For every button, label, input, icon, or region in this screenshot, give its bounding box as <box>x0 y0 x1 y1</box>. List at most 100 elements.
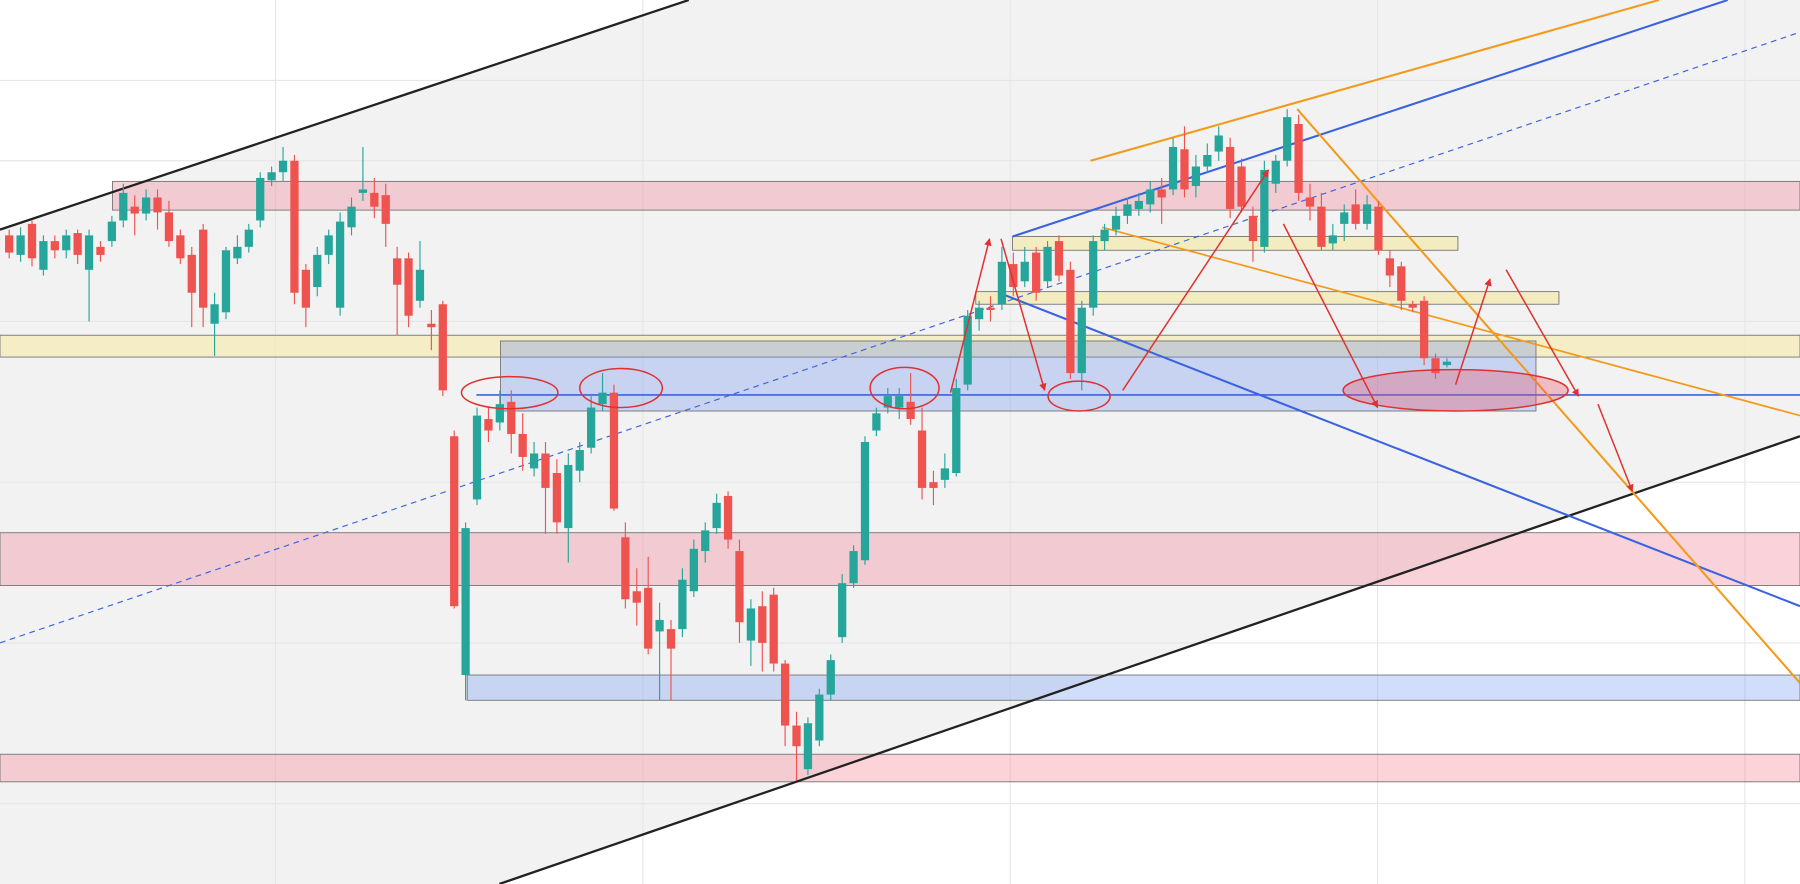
candle-body <box>997 261 1007 305</box>
candle-body <box>632 591 641 603</box>
candle-body <box>974 307 984 320</box>
candle-body <box>62 235 71 251</box>
candle-body <box>746 608 756 641</box>
candle-body <box>838 583 847 638</box>
candle-body <box>609 392 619 509</box>
candle-body <box>1123 204 1132 216</box>
candle-body <box>952 388 961 473</box>
candle-body <box>906 401 915 420</box>
candle-body <box>1374 206 1383 251</box>
candle-body <box>313 254 322 288</box>
candle-body <box>678 579 687 630</box>
candle-body <box>221 250 231 313</box>
candle-body <box>1157 189 1166 198</box>
candle-body <box>1305 197 1315 207</box>
candle-body <box>1294 124 1303 193</box>
candle-body <box>1066 269 1075 374</box>
candle-body <box>472 415 482 500</box>
candle-body <box>210 304 219 324</box>
candle-body <box>176 235 185 259</box>
candle-body <box>301 269 310 308</box>
candle-body <box>1214 135 1223 152</box>
candle-body <box>73 233 82 255</box>
candle-body <box>723 495 733 540</box>
candle-body <box>1271 160 1280 184</box>
candle-body <box>1442 361 1452 366</box>
candle-body <box>1054 241 1064 276</box>
candle-body <box>586 407 596 448</box>
candle-body <box>1260 169 1269 247</box>
candle-body <box>1134 200 1143 209</box>
candle-body <box>1408 304 1417 308</box>
candle-body <box>1168 146 1178 190</box>
candle-body <box>1419 300 1429 359</box>
candle-body <box>712 502 721 529</box>
candle-body <box>1362 204 1372 224</box>
candle-body <box>803 723 813 770</box>
candle-body <box>461 528 470 676</box>
candle-body <box>141 197 151 214</box>
candle-body <box>1077 307 1086 374</box>
candle-body <box>1340 212 1349 224</box>
candle-body <box>792 725 801 747</box>
candle-body <box>895 396 904 408</box>
candle-body <box>883 396 892 408</box>
candle-body <box>438 304 447 391</box>
candle-body <box>963 315 972 385</box>
candle-body <box>450 436 459 607</box>
candle-body <box>689 548 698 592</box>
candle-body <box>1100 229 1109 242</box>
candle-body <box>119 192 128 221</box>
candle-body <box>541 453 550 488</box>
candle-body <box>278 160 288 173</box>
candle-body <box>917 430 927 488</box>
candle-body <box>940 468 949 480</box>
candle-body <box>484 419 493 431</box>
candle-body <box>1191 166 1201 187</box>
candle-body <box>758 606 767 643</box>
candle-body <box>107 221 117 242</box>
candle-body <box>507 401 516 434</box>
candle-body <box>244 229 253 247</box>
candle-body <box>370 192 379 207</box>
candle-body <box>986 307 995 310</box>
candle-body <box>393 258 402 285</box>
candle-body <box>415 269 425 301</box>
candle-body <box>1032 252 1041 293</box>
candle-body <box>1009 264 1018 288</box>
candle-body <box>404 258 413 316</box>
candle-body <box>769 594 778 664</box>
candle-body <box>666 629 676 649</box>
candle-body <box>290 160 299 293</box>
candle-body <box>50 241 59 251</box>
candle-body <box>655 619 664 632</box>
candle-body <box>5 235 14 253</box>
candles <box>5 109 1452 781</box>
candle-body <box>860 442 870 561</box>
candle-body <box>518 433 527 457</box>
candle-body <box>564 464 573 529</box>
candle-body <box>1089 241 1098 308</box>
candle-body <box>1203 155 1212 167</box>
candle-body <box>96 246 105 255</box>
candle-body <box>381 195 390 224</box>
candle-body <box>1328 235 1337 244</box>
candle-body <box>187 254 196 293</box>
candle-body <box>644 587 653 649</box>
candle-body <box>1317 206 1326 247</box>
candle-body <box>335 221 345 308</box>
candle-body <box>347 206 356 228</box>
candle-body <box>84 235 94 270</box>
candle-body <box>164 212 174 242</box>
candle-body <box>39 241 48 270</box>
candle-body <box>1180 149 1189 190</box>
candle-body <box>358 189 368 193</box>
candle-body <box>16 235 25 255</box>
zones <box>0 180 1800 783</box>
candle-body <box>575 450 584 471</box>
candle-body <box>552 472 562 523</box>
